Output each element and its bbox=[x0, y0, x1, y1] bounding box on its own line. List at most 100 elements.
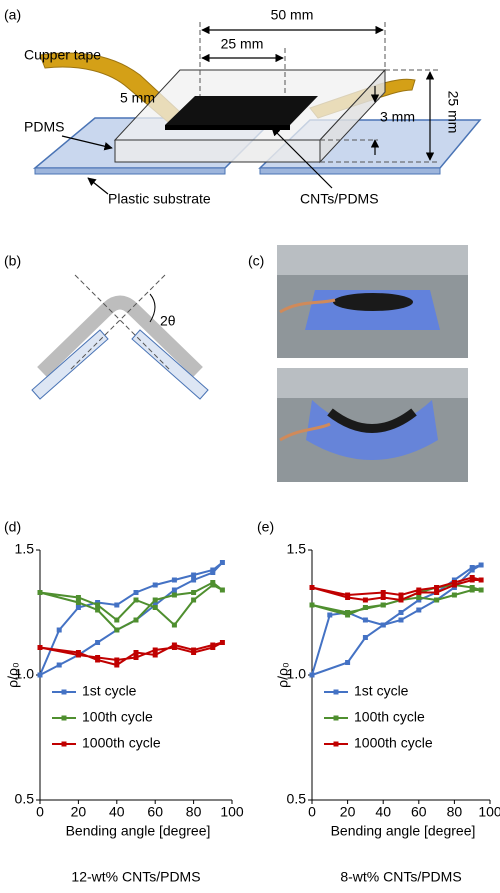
legend-marker bbox=[62, 742, 67, 747]
point bbox=[416, 595, 421, 600]
substrate-edge bbox=[260, 168, 440, 174]
dim-label: 3 mm bbox=[380, 109, 415, 125]
point bbox=[470, 575, 475, 580]
legend-marker bbox=[334, 742, 339, 747]
point bbox=[114, 618, 119, 623]
legend-marker bbox=[62, 690, 67, 695]
legend-label: 1000th cycle bbox=[354, 735, 433, 751]
point bbox=[434, 585, 439, 590]
point bbox=[153, 653, 158, 658]
point bbox=[153, 598, 158, 603]
legend-label: 1st cycle bbox=[82, 683, 137, 699]
point bbox=[434, 590, 439, 595]
y-tick-label: 0.5 bbox=[287, 791, 307, 807]
pdms-label: PDMS bbox=[24, 119, 64, 135]
x-tick-label: 60 bbox=[411, 804, 427, 820]
point bbox=[479, 563, 484, 568]
point bbox=[363, 605, 368, 610]
point bbox=[76, 653, 81, 658]
point bbox=[220, 588, 225, 593]
caption: 8-wt% CNTs/PDMS bbox=[340, 869, 461, 885]
point bbox=[220, 560, 225, 565]
point bbox=[114, 603, 119, 608]
x-tick-label: 80 bbox=[186, 804, 202, 820]
point bbox=[470, 585, 475, 590]
point bbox=[345, 610, 350, 615]
dim-label: 25 mm bbox=[221, 36, 264, 52]
point bbox=[416, 608, 421, 613]
point bbox=[191, 598, 196, 603]
series-line bbox=[40, 583, 222, 631]
point bbox=[210, 570, 215, 575]
legend-label: 100th cycle bbox=[82, 709, 153, 725]
panel-c: (c) bbox=[248, 245, 468, 482]
point bbox=[191, 650, 196, 655]
point bbox=[76, 600, 81, 605]
point bbox=[95, 608, 100, 613]
x-tick-label: 20 bbox=[71, 804, 87, 820]
legend-label: 1000th cycle bbox=[82, 735, 161, 751]
photo-sample bbox=[333, 293, 413, 311]
point bbox=[345, 593, 350, 598]
cnt-layer-edge bbox=[165, 125, 290, 130]
point bbox=[210, 580, 215, 585]
dim-label: 5 mm bbox=[120, 90, 155, 106]
point bbox=[310, 603, 315, 608]
y-tick-label: 1.0 bbox=[15, 666, 35, 682]
x-tick-label: 100 bbox=[220, 804, 244, 820]
cnt-label: CNTs/PDMS bbox=[300, 191, 379, 207]
point bbox=[172, 588, 177, 593]
point bbox=[479, 578, 484, 583]
panel-label: (a) bbox=[4, 7, 21, 23]
point bbox=[434, 598, 439, 603]
point bbox=[57, 628, 62, 633]
point bbox=[134, 598, 139, 603]
point bbox=[153, 605, 158, 610]
point bbox=[95, 655, 100, 660]
point bbox=[38, 645, 43, 650]
point bbox=[310, 673, 315, 678]
point bbox=[310, 585, 315, 590]
legend-marker bbox=[62, 716, 67, 721]
point bbox=[114, 663, 119, 668]
y-tick-label: 0.5 bbox=[15, 791, 35, 807]
photo-bg bbox=[277, 245, 468, 275]
y-tick-label: 1.5 bbox=[287, 541, 307, 557]
point bbox=[381, 603, 386, 608]
point bbox=[134, 650, 139, 655]
point bbox=[345, 660, 350, 665]
point bbox=[479, 588, 484, 593]
point bbox=[172, 645, 177, 650]
angle-label: 2θ bbox=[160, 313, 176, 329]
point bbox=[381, 595, 386, 600]
point bbox=[172, 623, 177, 628]
panel-label: (d) bbox=[4, 519, 21, 535]
point bbox=[191, 590, 196, 595]
point bbox=[153, 583, 158, 588]
dim-label: 50 mm bbox=[271, 7, 314, 23]
point bbox=[38, 590, 43, 595]
figure: (a) 50 mm 25 mm Cupper tape 5 mm PDMS bbox=[0, 0, 500, 893]
point bbox=[220, 640, 225, 645]
point bbox=[95, 640, 100, 645]
point bbox=[76, 595, 81, 600]
point bbox=[191, 573, 196, 578]
point bbox=[399, 618, 404, 623]
point bbox=[399, 598, 404, 603]
point bbox=[363, 635, 368, 640]
point bbox=[381, 590, 386, 595]
point bbox=[327, 613, 332, 618]
point bbox=[57, 663, 62, 668]
point bbox=[210, 645, 215, 650]
point bbox=[172, 593, 177, 598]
panel-label: (e) bbox=[257, 519, 274, 535]
x-tick-label: 80 bbox=[447, 804, 463, 820]
panel-a: (a) 50 mm 25 mm Cupper tape 5 mm PDMS bbox=[4, 7, 480, 207]
panel-label: (c) bbox=[248, 253, 264, 269]
point bbox=[191, 578, 196, 583]
point bbox=[452, 593, 457, 598]
point bbox=[114, 658, 119, 663]
point bbox=[363, 618, 368, 623]
point bbox=[399, 610, 404, 615]
point bbox=[381, 623, 386, 628]
